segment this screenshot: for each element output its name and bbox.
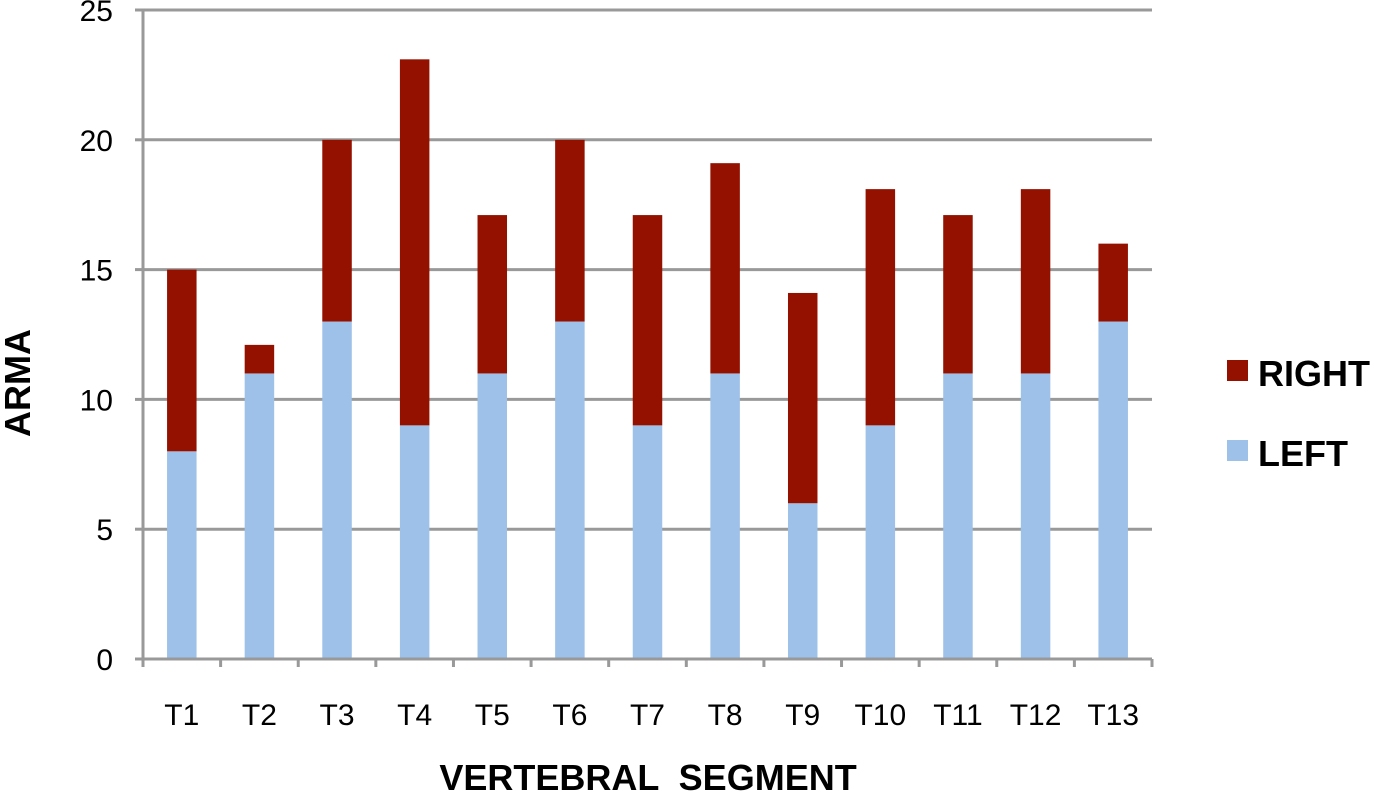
x-tick-label: T6 xyxy=(552,699,587,732)
y-tick-label: 5 xyxy=(96,514,113,547)
bar-left-t5 xyxy=(477,373,508,659)
bar-left-t6 xyxy=(555,321,585,659)
bar-right-t2 xyxy=(244,344,275,374)
bar-left-t7 xyxy=(632,425,663,659)
bar-left-t13 xyxy=(1098,321,1128,659)
legend-swatch-right xyxy=(1227,360,1248,381)
y-tick-label: 10 xyxy=(80,384,113,417)
x-tick-label: T3 xyxy=(320,699,355,732)
axes xyxy=(135,8,1154,667)
x-tick-label: T12 xyxy=(1010,699,1062,732)
legend-label-left: LEFT xyxy=(1258,433,1348,474)
x-tick-label: T2 xyxy=(242,699,277,732)
y-tick-labels: 0 5 10 15 20 25 xyxy=(80,0,113,677)
bar-left-t12 xyxy=(1020,373,1051,659)
bar-right-t8 xyxy=(710,163,740,374)
x-tick-label: T7 xyxy=(630,699,665,732)
bar-left-t9 xyxy=(787,503,818,659)
legend-swatch-left xyxy=(1227,440,1248,461)
bar-left-t4 xyxy=(399,425,430,659)
bar-right-t9 xyxy=(787,292,818,504)
x-tick-label: T10 xyxy=(854,699,906,732)
bar-left-t11 xyxy=(943,373,973,659)
bar-right-t13 xyxy=(1098,243,1128,322)
legend: RIGHT LEFT xyxy=(1227,353,1370,474)
x-tick-label: T9 xyxy=(785,699,820,732)
bar-left-t8 xyxy=(710,373,740,659)
bar-right-t3 xyxy=(322,139,352,322)
legend-label-right: RIGHT xyxy=(1258,353,1370,394)
bar-left-t3 xyxy=(322,321,352,659)
bar-right-t10 xyxy=(865,189,896,426)
y-tick-label: 15 xyxy=(80,255,113,288)
bar-left-t1 xyxy=(167,451,197,659)
x-tick-label: T1 xyxy=(164,699,199,732)
y-tick-label: 25 xyxy=(80,0,113,28)
bar-right-t5 xyxy=(477,215,508,374)
x-tick-label: T5 xyxy=(475,699,510,732)
bars xyxy=(167,59,1128,659)
bar-right-t6 xyxy=(555,139,585,322)
bar-left-t2 xyxy=(244,373,275,659)
x-tick-label: T4 xyxy=(397,699,432,732)
bar-right-t11 xyxy=(943,215,973,374)
y-tick-label: 20 xyxy=(80,125,113,158)
bar-right-t12 xyxy=(1020,189,1051,374)
x-axis-title: VERTEBRAL SEGMENT xyxy=(439,757,856,792)
bar-right-t4 xyxy=(399,59,430,426)
x-tick-label: T8 xyxy=(708,699,743,732)
bar-left-t10 xyxy=(865,425,896,659)
y-tick-label: 0 xyxy=(96,644,113,677)
bar-right-t1 xyxy=(167,269,197,452)
x-tick-label: T11 xyxy=(933,699,982,732)
x-tick-labels: T1 T2 T3 T4 T5 T6 T7 T8 T9 T10 T11 T12 T13 xyxy=(164,699,1139,732)
y-axis-title: ARMA xyxy=(0,329,38,437)
bar-right-t7 xyxy=(632,215,663,426)
x-tick-label: T13 xyxy=(1087,699,1139,732)
